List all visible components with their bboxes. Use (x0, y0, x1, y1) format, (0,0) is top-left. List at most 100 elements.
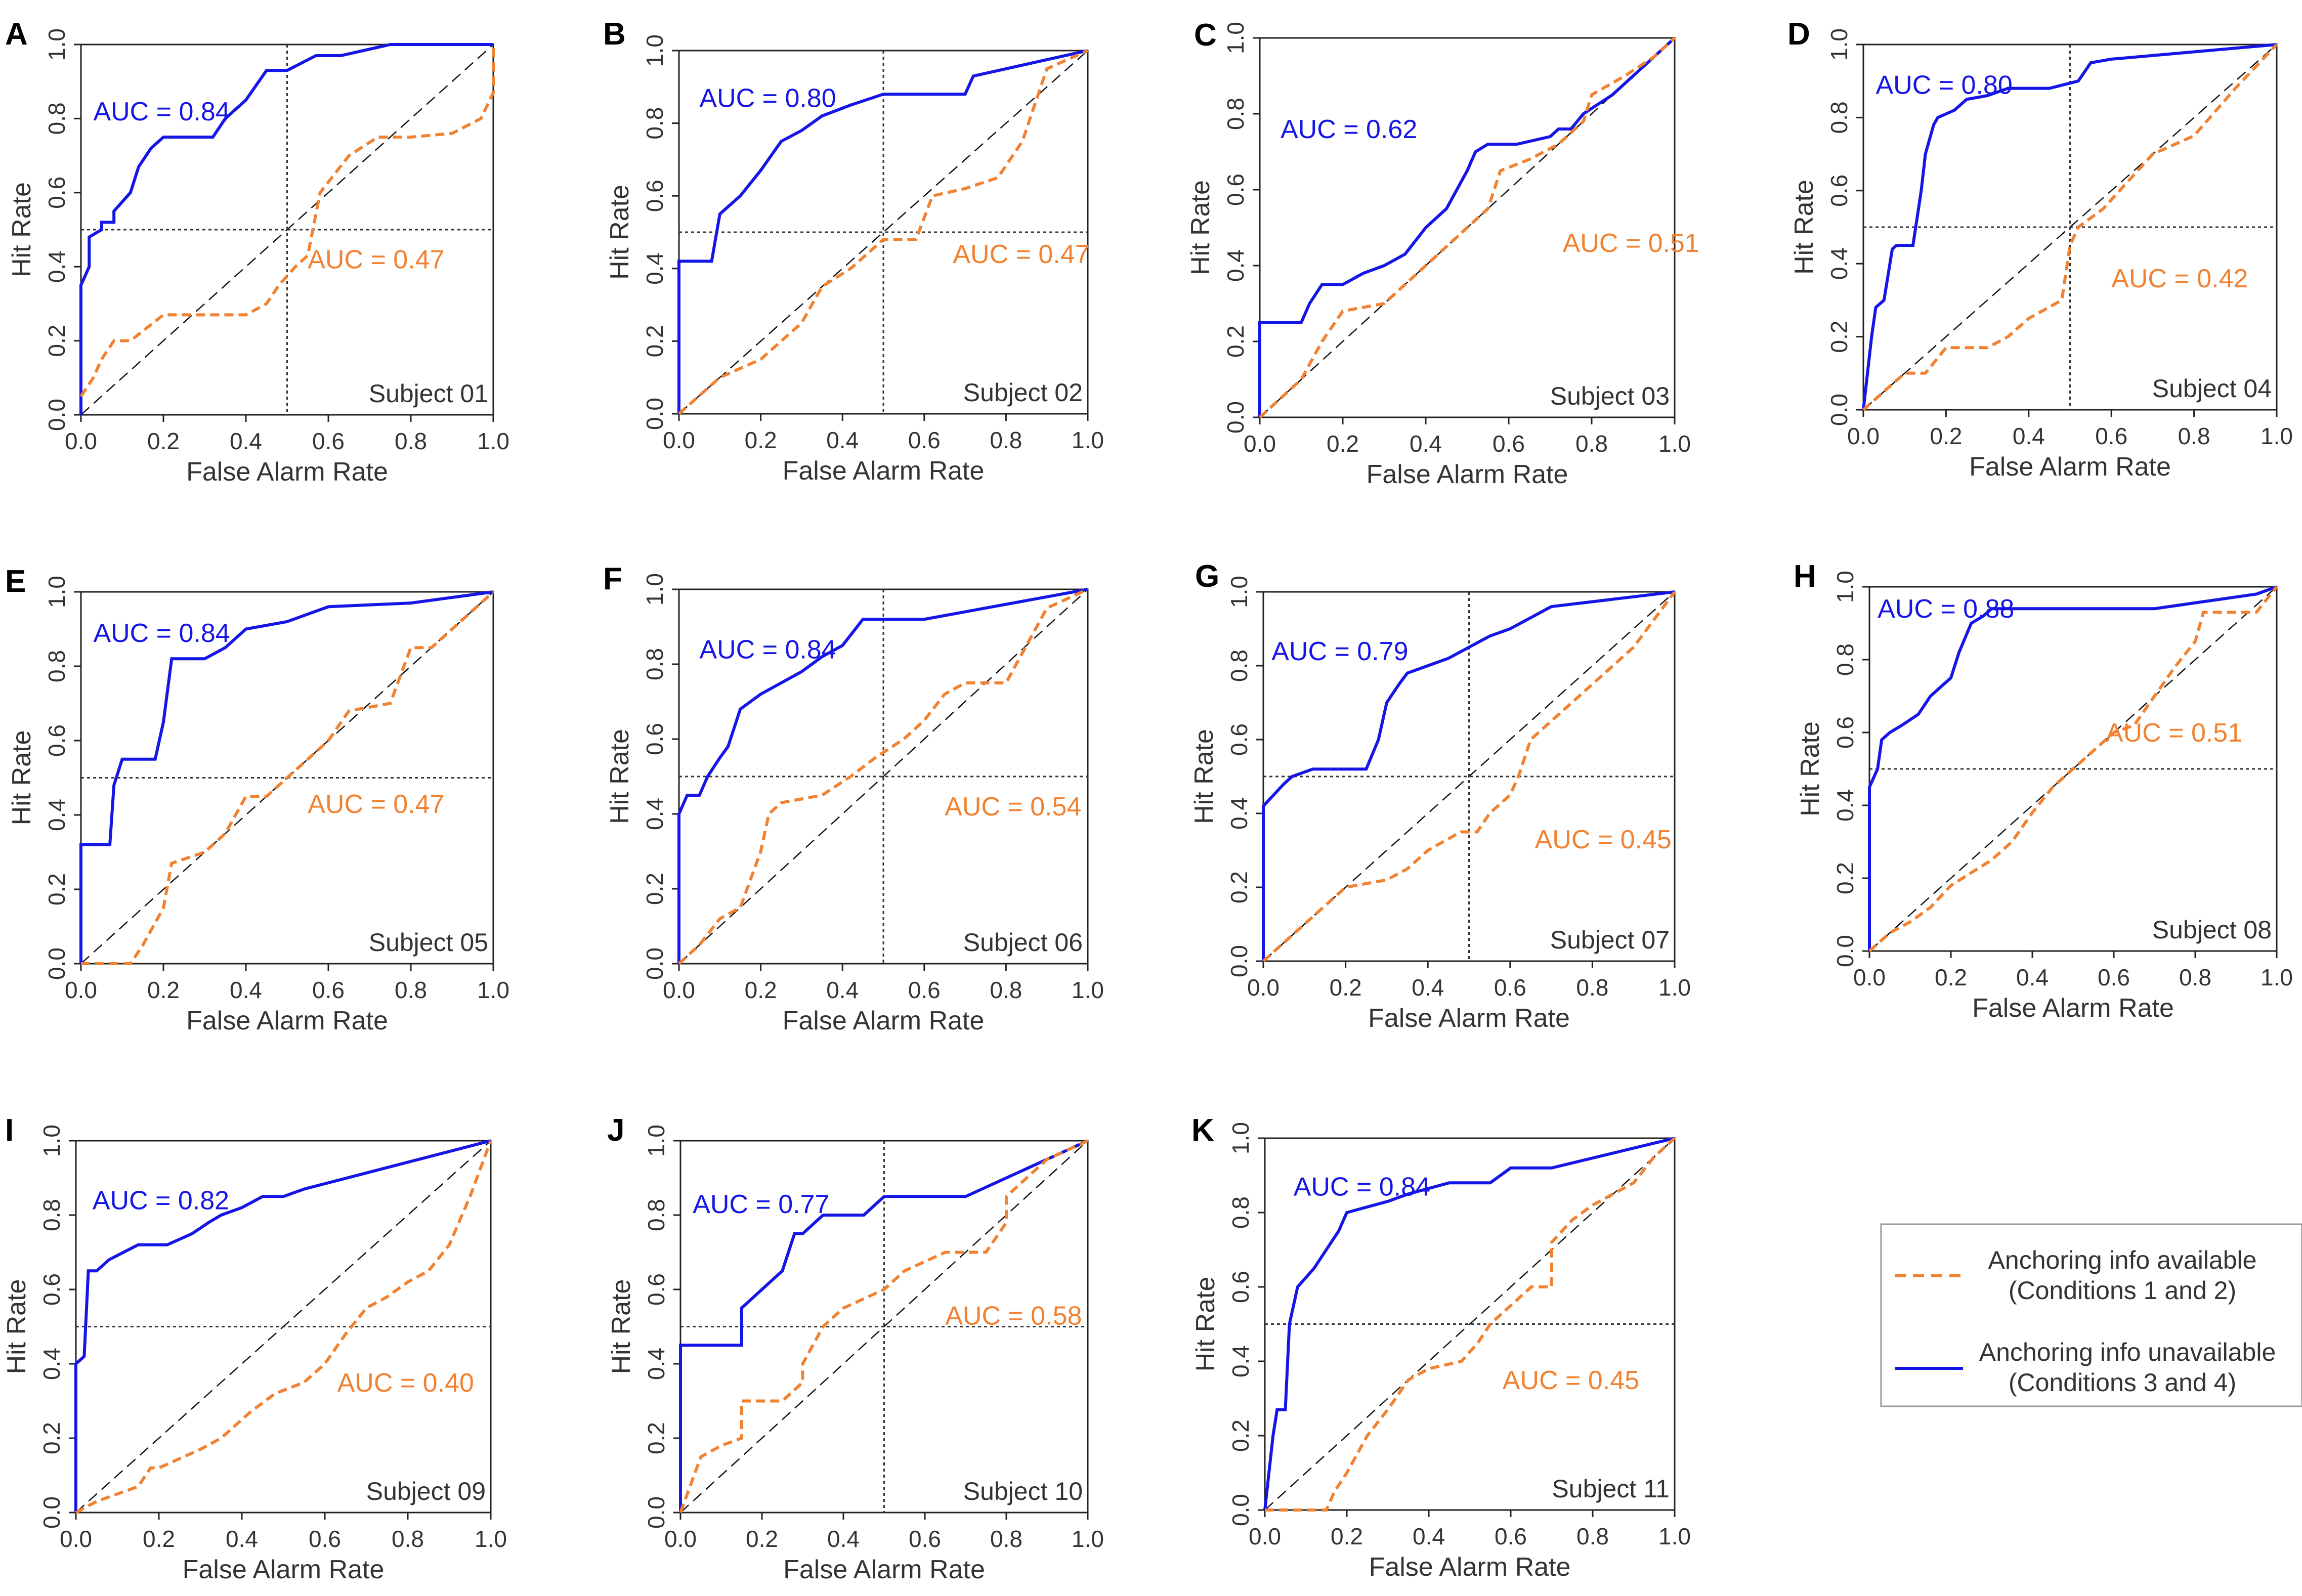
y-tick-label: 1.0 (38, 1125, 65, 1157)
y-tick-label: 0.4 (44, 799, 70, 831)
x-tick-label: 0.2 (745, 977, 777, 1003)
x-axis-label: False Alarm Rate (1368, 1004, 1570, 1033)
y-tick-label: 1.0 (1222, 22, 1249, 54)
x-tick-label: 0.0 (1244, 430, 1276, 457)
x-tick-label: 1.0 (1072, 977, 1104, 1003)
y-tick-label: 0.0 (1227, 1494, 1254, 1526)
x-tick-label: 0.8 (990, 977, 1022, 1003)
roc-curve-unavailable (74, 1139, 491, 1513)
subject-label: Subject 07 (1550, 926, 1670, 954)
x-axis-label: False Alarm Rate (783, 456, 985, 486)
y-tick-label: 1.0 (643, 1125, 669, 1157)
roc-curve-unavailable (79, 43, 493, 415)
x-tick-label: 1.0 (475, 1526, 507, 1552)
x-tick-label: 1.0 (2261, 423, 2293, 449)
y-axis-label: Hit Rate (1189, 729, 1219, 824)
y-tick-label: 0.4 (642, 252, 668, 285)
subject-label: Subject 08 (2152, 916, 2272, 944)
roc-curve-unavailable (677, 588, 1088, 964)
chance-diagonal (1264, 1138, 1675, 1511)
y-tick-label: 0.8 (44, 650, 70, 682)
roc-curve-unavailable (79, 590, 494, 964)
roc-curve-available (679, 1139, 1089, 1514)
panel-letter: D (1787, 17, 1810, 52)
y-tick-label: 0.0 (38, 1496, 65, 1529)
y-tick-label: 0.8 (642, 648, 668, 680)
y-tick-label: 0.8 (44, 102, 70, 135)
panel-h: H 0.00.0 0.2 0.2 0.4 0.4 0.6 0.6 0.8 0.8 1.0 1.0 Fal… (1794, 559, 2293, 1023)
roc-curve-available (75, 1140, 492, 1514)
panel-letter: F (603, 562, 622, 596)
x-tick-label: 1.0 (477, 428, 509, 454)
x-axis-label: False Alarm Rate (186, 1006, 388, 1036)
roc-curve-unavailable (677, 49, 1088, 414)
roc-curve-unavailable (679, 1139, 1089, 1513)
y-axis-label: Hit Rate (605, 185, 634, 280)
auc-label-available: AUC = 0.45 (1535, 825, 1672, 854)
panel-j: J 0.00.0 0.2 0.2 0.4 0.4 0.6 0.6 0.8 0.8 1.0 1.0 Fal… (607, 1113, 1104, 1584)
y-tick-label: 0.4 (1227, 1345, 1254, 1377)
subject-label: Subject 03 (1550, 382, 1670, 410)
y-tick-label: 0.6 (1222, 174, 1249, 206)
y-tick-label: 0.0 (642, 398, 668, 430)
subject-label: Subject 06 (963, 928, 1083, 957)
roc-curve-available (81, 590, 495, 965)
x-tick-label: 0.6 (2095, 423, 2127, 449)
y-tick-label: 1.0 (642, 573, 668, 606)
x-tick-label: 0.0 (60, 1526, 92, 1552)
y-tick-label: 0.0 (1226, 945, 1252, 977)
x-tick-label: 0.8 (1576, 1523, 1609, 1549)
y-tick-label: 0.8 (38, 1199, 65, 1231)
roc-curve-unavailable (1262, 590, 1675, 961)
panel-i: I 0.00.0 0.2 0.2 0.4 0.4 0.6 0.6 0.8 0.8 1.0 1.0 Fal… (2, 1113, 507, 1584)
y-axis-label: Hit Rate (607, 1279, 636, 1374)
y-tick-label: 1.0 (642, 34, 668, 67)
auc-label-available: AUC = 0.51 (1563, 229, 1699, 258)
x-tick-label: 0.0 (1853, 964, 1886, 990)
chance-diagonal (680, 1140, 1088, 1513)
x-tick-label: 0.0 (1247, 974, 1280, 1001)
x-tick-label: 0.6 (1494, 974, 1526, 1001)
x-tick-label: 0.2 (143, 1526, 175, 1552)
x-axis-label: False Alarm Rate (783, 1555, 985, 1584)
y-tick-label: 1.0 (1832, 571, 1858, 603)
y-tick-label: 0.0 (44, 947, 70, 980)
x-tick-label: 0.8 (1575, 430, 1608, 457)
x-tick-label: 0.4 (826, 977, 859, 1003)
panel-letter: B (603, 17, 626, 52)
x-tick-label: 0.4 (1412, 974, 1444, 1001)
y-tick-label: 0.6 (1227, 1271, 1254, 1303)
y-tick-label: 0.2 (1226, 871, 1252, 903)
subject-label: Subject 05 (369, 928, 488, 957)
x-axis-label: False Alarm Rate (1369, 1552, 1571, 1582)
x-axis-label: False Alarm Rate (1969, 452, 2171, 482)
y-tick-label: 0.8 (1227, 1196, 1254, 1229)
y-axis-label: Hit Rate (1186, 180, 1215, 275)
x-tick-label: 0.8 (2178, 423, 2210, 449)
x-tick-label: 0.8 (990, 427, 1022, 453)
y-tick-label: 0.6 (44, 177, 70, 209)
panel-d: D 0.00.0 0.2 0.2 0.4 0.4 0.6 0.6 0.8 0.8 1.0 1.0 Fal… (1787, 17, 2293, 482)
x-tick-label: 0.2 (745, 427, 777, 453)
panel-g: G 0.00.0 0.2 0.2 0.4 0.4 0.6 0.6 0.8 0.8 1.0 1.0 Fal… (1189, 559, 1691, 1033)
x-tick-label: 0.0 (1249, 1523, 1281, 1549)
y-tick-label: 0.4 (1826, 247, 1852, 280)
y-axis-label: Hit Rate (7, 182, 36, 277)
panel-letter: G (1195, 559, 1219, 594)
y-tick-label: 0.8 (1832, 643, 1858, 676)
y-tick-label: 0.0 (44, 399, 70, 431)
auc-label-unavailable: AUC = 0.77 (693, 1190, 829, 1219)
x-tick-label: 0.4 (230, 428, 262, 454)
x-tick-label: 0.2 (746, 1526, 778, 1552)
panel-e: E 0.00.0 0.2 0.2 0.4 0.4 0.6 0.6 0.8 0.8 1.0 1.0 Fal… (5, 564, 509, 1036)
y-tick-label: 0.8 (643, 1199, 669, 1231)
y-tick-label: 0.2 (1222, 325, 1249, 358)
y-axis-label: Hit Rate (1796, 721, 1825, 816)
y-tick-label: 0.4 (642, 798, 668, 830)
x-tick-label: 0.4 (1413, 1523, 1445, 1549)
auc-label-unavailable: AUC = 0.82 (93, 1186, 229, 1216)
legend-unavailable-line1: Anchoring info unavailable (1979, 1338, 2276, 1366)
x-tick-label: 0.4 (226, 1526, 258, 1552)
x-tick-label: 0.2 (1330, 974, 1362, 1001)
